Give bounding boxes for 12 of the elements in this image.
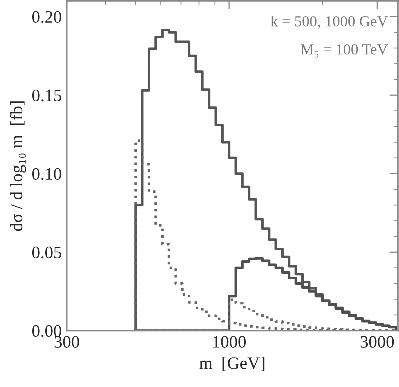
y-tick-label: 0.10 <box>32 168 62 180</box>
y-tick-label: 0.00 <box>32 325 62 338</box>
x-tick-label: 300 <box>54 336 80 348</box>
x-tick-label: 1000 <box>213 336 246 348</box>
y-tick-label: 0.15 <box>32 90 62 102</box>
y-tick-label: 0.20 <box>32 11 62 24</box>
annotation: k = 500, 1000 GeV <box>270 16 388 29</box>
x-axis-title: m [GeV] <box>200 357 265 372</box>
x-tick-label: 3000 <box>360 336 394 348</box>
annotation: M₅ = 100 TeV <box>300 44 388 58</box>
y-tick-label: 0.05 <box>32 246 62 259</box>
y-axis-title: dσ / d log₁₀ m [fb] <box>10 102 26 232</box>
